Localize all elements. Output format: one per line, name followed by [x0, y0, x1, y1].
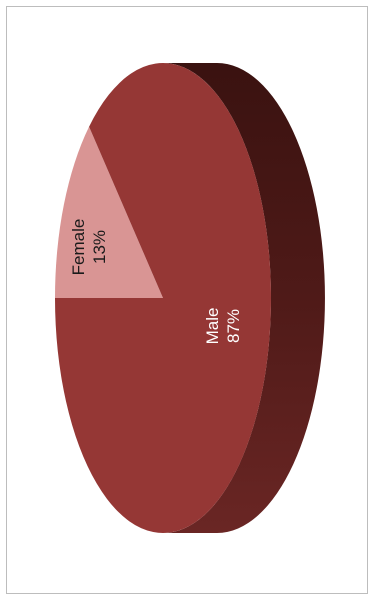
- pie-data-labels: Female 13% Male 87%: [69, 219, 243, 345]
- data-label-female: Female 13%: [69, 219, 109, 276]
- pie-slice-female: [55, 126, 163, 298]
- pie-slice-male: [55, 62, 271, 533]
- pie-depth-side: [163, 63, 325, 533]
- pie-top-face: [55, 62, 271, 533]
- data-label-female-value: 13%: [90, 230, 109, 264]
- data-label-female-category: Female: [69, 219, 88, 276]
- pie-side-face: [163, 63, 325, 533]
- data-label-male-category: Male: [203, 308, 222, 345]
- data-label-male: Male 87%: [203, 308, 243, 345]
- data-label-male-value: 87%: [224, 309, 243, 343]
